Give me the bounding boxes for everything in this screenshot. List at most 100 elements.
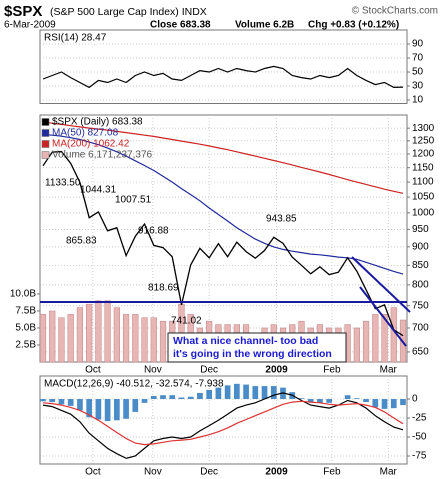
- y-tick-label: 700: [412, 323, 429, 334]
- y-tick-label: 1050: [412, 192, 435, 203]
- x-tick-label: Dec: [200, 467, 218, 478]
- bar: [353, 327, 360, 363]
- bar: [307, 399, 314, 403]
- bar: [150, 395, 157, 400]
- bar: [344, 395, 351, 400]
- y-tick-label: -75: [412, 451, 427, 462]
- bar: [261, 386, 268, 400]
- symbol: $SPX: [4, 3, 42, 20]
- y-tick-label: 750: [412, 300, 429, 311]
- x-tick-label: 2009: [265, 467, 288, 478]
- price-annotation: 1133.50: [45, 178, 81, 189]
- x-tick-label: Nov: [144, 365, 162, 376]
- price-annotation: 916.88: [138, 226, 169, 237]
- price-annotation: 943.85: [266, 214, 297, 225]
- y-tick-label: 1200: [412, 149, 435, 160]
- y-tick-label: 900: [412, 241, 429, 252]
- bar: [270, 386, 277, 400]
- x-tick-label: Mar: [380, 365, 398, 376]
- price-annotation: 741.02: [171, 316, 202, 327]
- bar: [76, 307, 84, 363]
- bar: [67, 399, 74, 406]
- x-tick-label: Oct: [85, 467, 101, 478]
- note-line: it's going in the wrong direction: [173, 348, 332, 360]
- y-tick-label: 850: [412, 260, 429, 271]
- y-tick-label: -50: [412, 432, 427, 443]
- bar: [362, 320, 370, 363]
- bar: [160, 395, 166, 400]
- bar: [77, 399, 83, 411]
- bar: [381, 399, 388, 409]
- y-tick-label: 50: [412, 67, 424, 78]
- bar: [372, 399, 379, 408]
- y-tick-label: 30: [412, 81, 424, 92]
- y2-tick-label: 2.5B: [15, 340, 36, 351]
- bar: [169, 395, 176, 400]
- bar: [197, 392, 203, 400]
- bar: [400, 399, 406, 406]
- bar: [326, 399, 332, 403]
- bar: [104, 300, 111, 363]
- bar: [123, 399, 129, 419]
- bar: [159, 320, 167, 363]
- close: Close 683.38: [150, 20, 211, 31]
- volume: Volume 6.2B: [235, 20, 294, 31]
- y-tick-label: 1300: [412, 123, 435, 134]
- x-tick-label: 2009: [265, 365, 288, 376]
- bar: [215, 387, 222, 400]
- bar: [49, 310, 56, 363]
- bar: [86, 303, 93, 363]
- bar: [354, 398, 360, 400]
- bar: [372, 314, 379, 363]
- plots: 10 30 50 70 90 RSI(14) 28.47 650 700 750 800 850 90…: [10, 29, 435, 478]
- price-annotation: 1044.31: [80, 185, 117, 196]
- note-box: [167, 332, 347, 363]
- legend-swatch: [41, 140, 50, 148]
- bar: [58, 317, 65, 363]
- y-tick-label: 10: [412, 95, 424, 106]
- bar: [95, 399, 102, 420]
- line: [42, 121, 404, 194]
- y2-tick-label: 7.5B: [15, 306, 36, 317]
- panel-title: RSI(14) 28.47: [44, 33, 107, 44]
- channel-upper: [351, 256, 411, 313]
- line: [42, 392, 404, 459]
- bar: [132, 314, 139, 363]
- bar: [39, 314, 47, 363]
- bar: [141, 399, 148, 403]
- bar: [114, 399, 120, 421]
- bar: [298, 398, 305, 400]
- x-tick-label: Oct: [85, 365, 101, 376]
- price-annotation: 1007.51: [115, 195, 152, 206]
- y2-tick-label: 5.0B: [15, 323, 36, 334]
- bar: [317, 399, 323, 403]
- bar: [381, 314, 388, 363]
- price-annotation: 865.83: [66, 236, 97, 247]
- bar: [150, 317, 157, 363]
- y-tick-label: 1250: [412, 135, 435, 146]
- y-tick-label: 1000: [412, 207, 435, 218]
- x-tick-label: Feb: [323, 365, 341, 376]
- date: 6-Mar-2009: [4, 20, 56, 31]
- bar: [243, 384, 249, 400]
- index-name: (S&P 500 Large Cap Index) INDX: [50, 6, 207, 18]
- bar: [122, 314, 130, 363]
- x-tick-label: Feb: [323, 467, 341, 478]
- y-tick-label: 950: [412, 224, 429, 235]
- legend-label: MA(200) 1062.42: [52, 139, 130, 150]
- bar: [132, 399, 139, 412]
- legend-label: Volume 6,171,237,376: [52, 150, 153, 161]
- line: [42, 65, 404, 89]
- panel-title: MACD(12,26,9) -40.512, -32.574, -7.938: [44, 379, 224, 390]
- bar: [390, 399, 397, 409]
- bar: [40, 399, 46, 402]
- y-tick-label: 90: [412, 39, 424, 50]
- x-tick-label: Mar: [380, 467, 398, 478]
- bar: [113, 307, 120, 363]
- channel-lower: [359, 286, 407, 347]
- bar: [67, 314, 74, 363]
- price-annotation: 818.69: [148, 283, 179, 294]
- y-tick-label: 800: [412, 280, 429, 291]
- legend-label: MA(50) 827.08: [52, 128, 119, 139]
- y-tick-label: 70: [412, 53, 424, 64]
